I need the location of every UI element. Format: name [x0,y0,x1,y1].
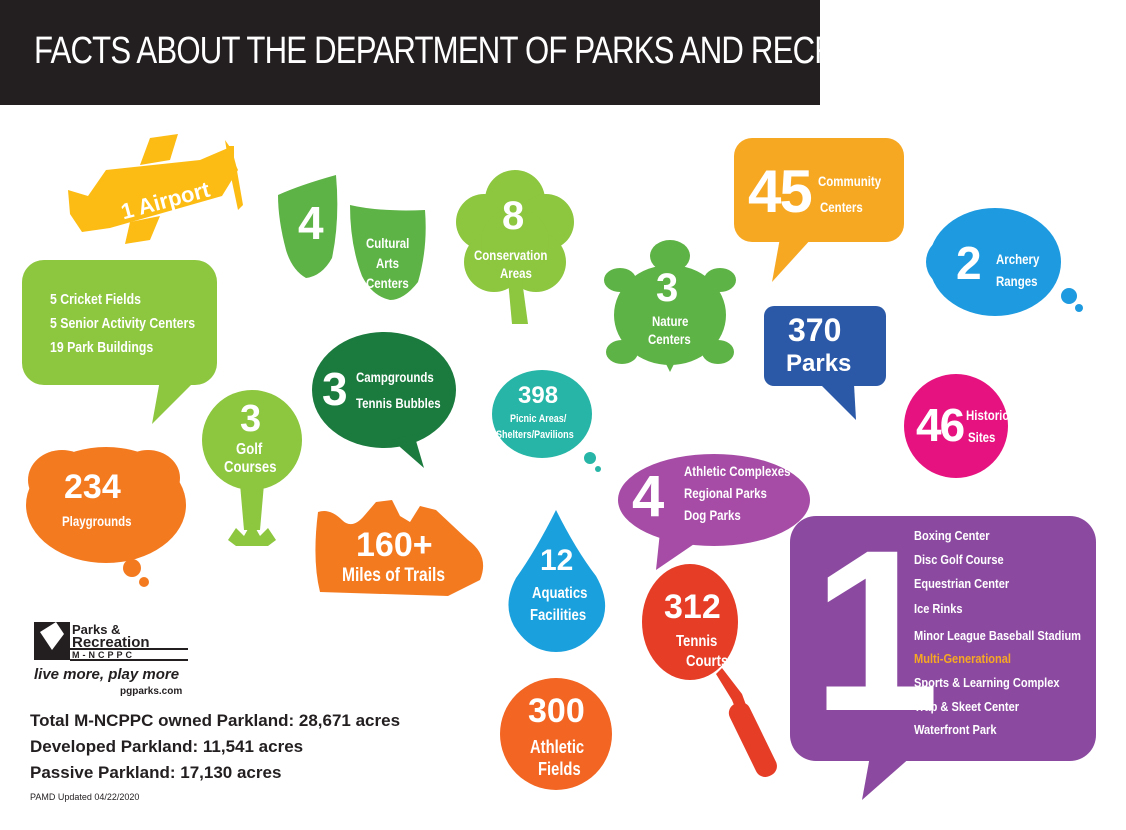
tennis-line1: Tennis [676,633,718,650]
community-line1: Community [818,173,882,189]
historic-line1: Historic [966,407,1009,423]
facility-item: Waterfront Park [914,722,997,737]
facility-item: Boxing Center [914,528,990,543]
archery-line2: Ranges [996,273,1038,289]
picnic-line1: Picnic Areas/ [510,413,567,425]
golf-line2: Courses [224,459,277,476]
parks-logo-mark [34,622,188,661]
logo-line3: M-NCPPC [72,650,135,660]
cricket-line1: 5 Cricket Fields [50,291,141,308]
golf-number: 3 [240,398,262,440]
athletic-complexes-bubble [618,454,810,570]
logo-line2: Recreation [72,634,150,651]
cricket-bubble [22,260,217,424]
archery-line1: Archery [996,251,1040,267]
athletic-complexes-number: 4 [632,464,664,529]
nature-number: 3 [656,266,679,310]
community-number: 45 [748,158,813,225]
facility-item-highlighted: Multi-Generational [914,651,1012,666]
conservation-number: 8 [502,194,525,238]
golf-icon [202,390,302,546]
facilities-bubble [790,516,1096,800]
facility-item: Sports & Learning Complex [914,675,1060,690]
tennis-number: 312 [664,588,721,626]
cultural-line3: Centers [366,275,409,291]
aquatics-number: 12 [540,544,574,577]
facility-item: Trap & Skeet Center [914,699,1020,714]
tennis-racket-icon [642,564,777,777]
cultural-line2: Arts [376,255,399,271]
archery-cloud [926,208,1083,316]
tree-icon [456,170,574,324]
stat-passive: Passive Parkland: 17,130 acres [30,763,282,782]
community-line2: Centers [820,199,863,215]
campgrounds-number: 3 [322,363,348,415]
cultural-line1: Cultural [366,235,410,251]
shoe-icon [315,500,484,596]
conservation-line2: Areas [500,265,532,281]
facility-item: Ice Rinks [914,601,963,616]
logo-line1: Parks & [72,622,121,637]
parks-label: Parks [786,350,852,377]
logo-tagline: live more, play more [34,666,180,683]
facility-item: Equestrian Center [914,576,1010,591]
cricket-line3: 19 Park Buildings [50,339,154,356]
nature-line1: Nature [652,313,689,329]
trails-label: Miles of Trails [342,565,446,586]
stat-total: Total M-NCPPC owned Parkland: 28,671 acr… [30,711,401,730]
athletic-complexes-line2: Regional Parks [684,485,767,501]
athletic-fields-line1: Athletic [530,737,585,757]
title-bar: FACTS ABOUT THE DEPARTMENT OF PARKS AND … [0,0,946,105]
campgrounds-line2: Tennis Bubbles [356,395,441,411]
community-bubble [734,138,904,282]
parks-bubble [764,306,886,420]
theater-masks-icon [278,175,426,300]
historic-number: 46 [916,399,965,451]
athletic-fields-circle [500,678,612,790]
archery-number: 2 [956,237,982,289]
water-drop-icon [508,510,606,652]
trails-number: 160+ [356,526,433,564]
campgrounds-line1: Campgrounds [356,369,434,385]
athletic-fields-line2: Fields [538,759,581,779]
campgrounds-bubble [312,332,456,468]
aquatics-line1: Aquatics [532,585,588,602]
historic-line2: Sites [968,429,996,445]
athletic-complexes-line1: Athletic Complexes [684,463,791,479]
playgrounds-cloud [26,447,186,587]
nature-line2: Centers [648,331,691,347]
athletic-fields-number: 300 [528,692,585,730]
turtle-icon [604,240,736,372]
update-note: PAMD Updated 04/22/2020 [30,792,140,802]
picnic-cloud [492,370,601,472]
stat-developed: Developed Parkland: 11,541 acres [30,737,304,756]
tennis-line2: Courts [686,653,729,670]
parks-number: 370 [788,312,842,348]
golf-line1: Golf [236,441,263,458]
cricket-line2: 5 Senior Activity Centers [50,315,196,332]
cultural-number: 4 [298,197,324,249]
playgrounds-number: 234 [64,468,121,506]
aquatics-line2: Facilities [530,607,587,624]
page-title: FACTS ABOUT THE DEPARTMENT OF PARKS AND … [34,30,946,72]
airplane-icon [68,134,243,244]
logo-url: pgparks.com [120,686,183,697]
athletic-complexes-line3: Dog Parks [684,507,741,523]
playgrounds-label: Playgrounds [62,513,132,529]
facility-item: Disc Golf Course [914,552,1004,567]
conservation-line1: Conservation [474,247,548,263]
picnic-line2: Shelters/Pavilions [496,429,574,441]
picnic-number: 398 [518,382,559,409]
facilities-number: 1 [812,502,940,759]
facility-item: Minor League Baseball Stadium [914,628,1082,643]
historic-circle [904,374,1008,478]
